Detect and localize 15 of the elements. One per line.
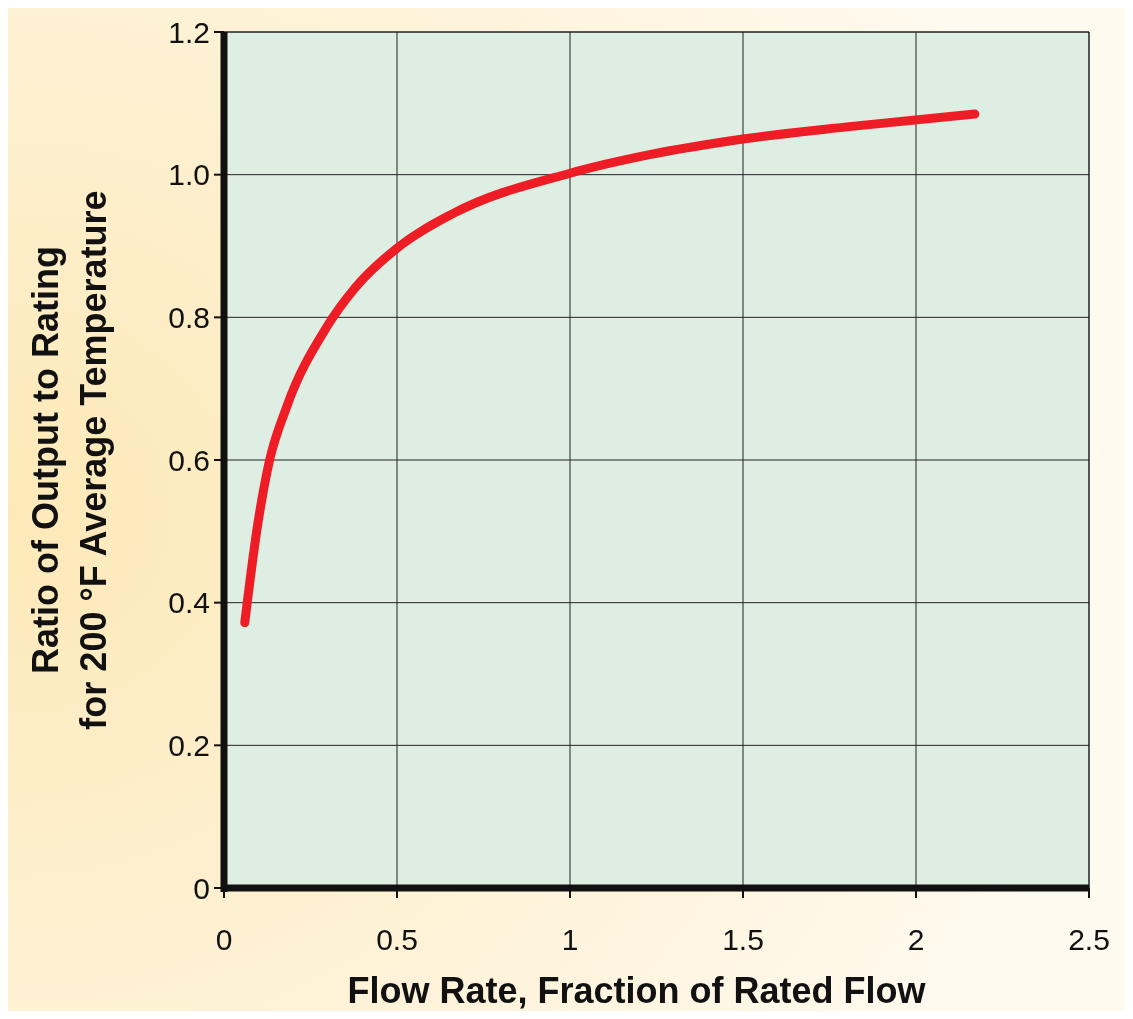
x-tick-label: 1 — [561, 923, 579, 956]
x-tick-label: 2.5 — [1068, 923, 1110, 956]
y-tick-label: 0.4 — [168, 586, 210, 620]
y-axis-title: Ratio of Output to Rating for 200 °F Average Temperature — [25, 190, 114, 730]
x-axis-title: Flow Rate, Fraction of Rated Flow — [347, 970, 927, 1011]
y-tick-label: 0.8 — [168, 300, 210, 334]
y-tick-label: 0 — [193, 871, 210, 905]
y-tick-label: 0.2 — [168, 728, 210, 762]
x-tick-label: 2 — [907, 923, 925, 956]
x-tick-label: 0 — [215, 923, 233, 956]
y-tick-label: 0.6 — [168, 443, 210, 477]
x-tick-label: 1.5 — [722, 923, 764, 956]
y-tick-label: 1.2 — [168, 15, 210, 49]
x-tick-label: 0.5 — [376, 923, 418, 956]
y-tick-label: 1.0 — [168, 158, 210, 192]
